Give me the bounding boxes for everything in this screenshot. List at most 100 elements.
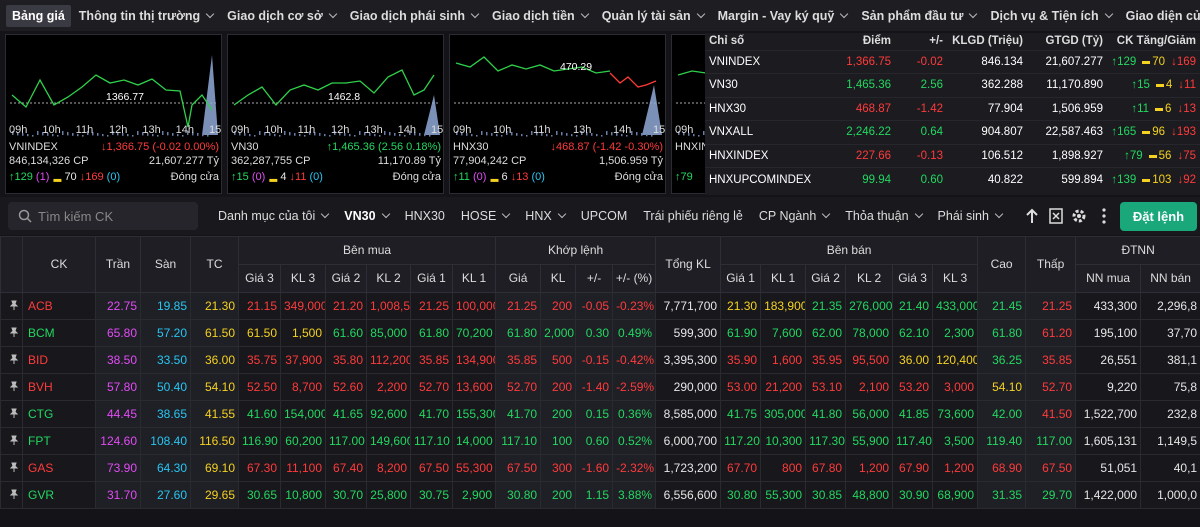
symbol[interactable]: GVR	[22, 481, 96, 509]
time-label: 11h	[298, 124, 316, 136]
tab[interactable]: HNX	[525, 209, 564, 223]
sparkline-down	[609, 72, 657, 88]
tab[interactable]: UPCOM	[580, 209, 628, 223]
header: Tổng KL	[655, 236, 722, 293]
tab[interactable]: Danh mục của tôi	[218, 209, 328, 223]
board-cell: 10,300	[760, 427, 807, 455]
index-row[interactable]: VNXALL 2,246.22 0.64 904.807 22,587.463 ↑165 9…	[705, 120, 1200, 144]
index-row[interactable]: VN30 1,465.36 2.56 362.288 11,170.890 ↑15 4 ↓11	[705, 73, 1200, 97]
stock-row[interactable]: BID 38.50 33.50 36.00 35.75 37,900 35.80 112,20…	[0, 346, 1200, 374]
index-point: 2,246.22	[823, 120, 895, 144]
volume-bar	[506, 131, 508, 135]
index-panel[interactable]: 470.29 09h 10h 11h 13h 14h 15h HNX30 ↓468.87 (-1…	[449, 34, 666, 194]
index-value: 1,898.927	[1027, 143, 1107, 168]
volume-bar	[359, 131, 361, 135]
board-cell: 19.85	[140, 292, 191, 320]
tab[interactable]: HOSE	[461, 209, 509, 223]
board-cell: 30.75	[410, 481, 453, 509]
toolbar-icons[interactable]	[1022, 206, 1122, 226]
board-cell: 100	[540, 427, 577, 455]
index-value: 21,607.277 Tỷ	[149, 155, 220, 167]
volume-bar	[117, 132, 119, 136]
tab[interactable]: HNX30	[404, 209, 445, 223]
pin-cell[interactable]	[0, 427, 23, 455]
nav-item[interactable]: Thông tin thị trường	[73, 9, 219, 23]
stock-row[interactable]: CTG 44.45 38.65 41.55 41.60 154,000 41.65 92,60…	[0, 400, 1200, 428]
pin-cell[interactable]	[0, 373, 23, 401]
volume-bar	[239, 132, 241, 136]
stock-row[interactable]: FPT 124.60 108.40 116.50 116.90 60,200 117.00 1…	[0, 427, 1200, 455]
index-row[interactable]: HNXINDEX 227.66 -0.13 106.512 1,898.927 ↑79 56…	[705, 143, 1200, 168]
symbol[interactable]: ACB	[22, 292, 96, 320]
symbol[interactable]: FPT	[22, 427, 96, 455]
unchanged-bar	[1142, 60, 1151, 64]
board-cell: 30.70	[325, 481, 367, 509]
volume-bar	[279, 135, 281, 137]
search-box[interactable]: Tìm kiếm CK	[8, 202, 198, 230]
nav-item[interactable]: Quản lý tài sản	[596, 9, 710, 23]
pin-cell[interactable]	[0, 292, 23, 320]
board-cell: 21.25	[1025, 292, 1077, 320]
symbol[interactable]: BVH	[22, 373, 96, 401]
order-button[interactable]: Đặt lệnh	[1120, 202, 1197, 231]
volume-bar	[112, 131, 114, 135]
symbol[interactable]: BID	[22, 346, 96, 374]
header: Cao	[977, 236, 1027, 293]
board-cell: 37,70	[1140, 319, 1200, 347]
board-cell: 60,200	[280, 427, 326, 455]
volume-bar	[409, 131, 411, 135]
index-name: VN30	[705, 73, 823, 97]
nav-item[interactable]: Giao dịch cơ sở	[221, 9, 342, 23]
pin-cell[interactable]	[0, 454, 23, 482]
stock-row[interactable]: GVR 31.70 27.60 29.65 30.65 10,800 30.70 25,800…	[0, 481, 1200, 509]
board-cell: 25,800	[366, 481, 411, 509]
index-summary: Chỉ số Điểm +/- KLGD (Triệu) GTGD (Tỷ) CK Tăn…	[705, 33, 1200, 195]
board-cell: -2.32%	[612, 454, 657, 482]
index-volume: 362,287,755 CP	[231, 155, 311, 167]
index-value: 1,506.959	[1027, 96, 1107, 121]
volume-bar	[516, 133, 518, 136]
tab[interactable]: Thỏa thuận	[845, 209, 921, 223]
pin-cell[interactable]	[0, 346, 23, 374]
panel-canvas: 1462.8 09h 10h 11h 12h 13h 14h 15h VN30 ↑1,465.36…	[231, 69, 443, 183]
pin-cell[interactable]	[0, 319, 23, 347]
nav-item[interactable]: Giao diện của tôi	[1125, 8, 1200, 23]
volume-bar	[92, 132, 94, 136]
stock-row[interactable]: GAS 73.90 64.30 69.10 67.30 11,100 67.40 8,200 6…	[0, 454, 1200, 482]
index-row[interactable]: HNX30 468.87 -1.42 77.904 1,506.959 ↑11 6 ↓13	[705, 96, 1200, 121]
stock-row[interactable]: BCM 65.80 57.20 61.50 61.50 1,500 61.60 85,000 6…	[0, 319, 1200, 347]
index-row[interactable]: HNXUPCOMINDEX 99.94 0.60 40.822 599.894 ↑139 1…	[705, 167, 1200, 191]
nav-item[interactable]: Giao dịch tiền	[486, 9, 594, 23]
pin-header	[0, 236, 23, 293]
nav-item[interactable]: Bảng giá	[6, 4, 71, 27]
tab[interactable]: CP Ngành	[759, 209, 829, 223]
board-cell: 6,000,700	[655, 427, 722, 455]
board-cell: 26,551	[1075, 346, 1142, 374]
tab[interactable]: VN30	[344, 209, 388, 223]
board-cell: 22.75	[95, 292, 141, 320]
index-panel[interactable]: 1366.77 09h 10h 11h 12h 13h 14h 15h VNINDEX ↓1,36…	[5, 34, 222, 194]
index-change: -0.02	[895, 49, 947, 74]
pin-cell[interactable]	[0, 481, 23, 509]
nav-item[interactable]: Margin - Vay ký quỹ	[712, 9, 854, 23]
stock-row[interactable]: ACB 22.75 19.85 21.30 21.15 349,000 21.20 1,008…	[0, 292, 1200, 320]
tab[interactable]: Phái sinh	[938, 209, 1002, 223]
decliners: ↓193	[1171, 126, 1196, 139]
board-cell: 3,395,300	[655, 346, 722, 374]
nav-item[interactable]: Dịch vụ & Tiện ích	[984, 9, 1117, 23]
symbol[interactable]: BCM	[22, 319, 96, 347]
tab[interactable]: Trái phiếu riêng lẻ	[643, 209, 743, 223]
floor-count: (0)	[107, 171, 120, 183]
index-panel[interactable]: 1462.8 09h 10h 11h 12h 13h 14h 15h VN30 ↑1,465.36…	[227, 34, 444, 194]
volume-bar	[37, 131, 39, 135]
symbol[interactable]: GAS	[22, 454, 96, 482]
nav-item[interactable]: Sản phẩm đầu tư	[855, 9, 982, 23]
nav-item[interactable]: Giao dịch phái sinh	[344, 9, 484, 23]
symbol[interactable]: CTG	[22, 400, 96, 428]
volume-bar	[611, 132, 613, 136]
volume-bar	[369, 133, 371, 136]
pin-cell[interactable]	[0, 400, 23, 428]
stock-row[interactable]: BVH 57.80 50.40 54.10 52.50 8,700 52.60 2,200 52…	[0, 373, 1200, 401]
index-row[interactable]: VNINDEX 1,366.75 -0.02 846.134 21,607.277 ↑12…	[705, 49, 1200, 74]
advancers: ↑129	[1111, 55, 1137, 68]
